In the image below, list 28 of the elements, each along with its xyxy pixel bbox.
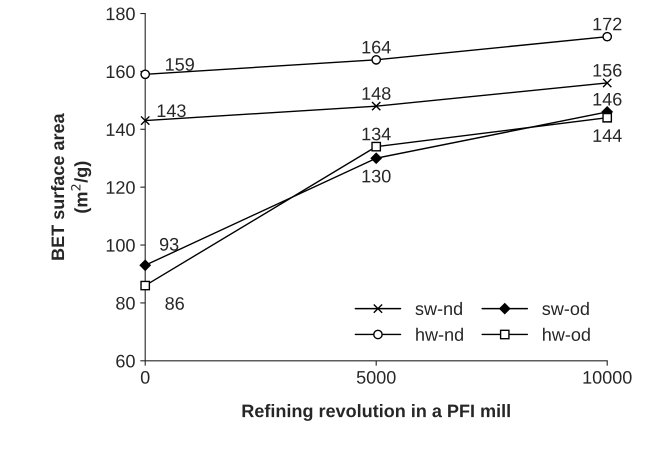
data-label: 146 (594, 92, 622, 106)
y-tick-label: 60 (116, 354, 135, 368)
y-tick-label: 120 (106, 181, 135, 194)
x-tick-label: 10000 (583, 371, 632, 384)
data-label: 143 (158, 104, 186, 118)
data-label: 172 (594, 18, 622, 30)
data-label: 130 (362, 170, 391, 183)
data-label: 156 (594, 64, 622, 77)
y-tick-label: 160 (106, 65, 135, 78)
data-label: 144 (594, 129, 622, 142)
x-axis-title: Refining revolution in a PFI mill (242, 404, 510, 421)
data-label: 148 (362, 87, 390, 100)
y-tick-label: 140 (106, 123, 135, 136)
data-label: 86 (165, 297, 184, 310)
x-tick-label: 0 (140, 371, 150, 384)
x-tick-label: 5000 (356, 371, 396, 384)
legend-label: sw-nd (415, 302, 462, 316)
data-label: 134 (362, 128, 391, 140)
legend-label: hw-nd (416, 328, 463, 341)
data-label: 93 (160, 238, 178, 251)
legend-label: sw-od (542, 302, 589, 316)
legend-label: hw-od (543, 328, 590, 341)
y-axis-title: BET surface area (m$^{2}$/g) (50, 113, 92, 260)
data-label: 159 (166, 58, 194, 71)
y-tick-label: 80 (116, 296, 135, 310)
data-label: 164 (362, 40, 391, 54)
y-tick-label: 100 (106, 238, 135, 252)
y-tick-label: 180 (106, 7, 135, 20)
